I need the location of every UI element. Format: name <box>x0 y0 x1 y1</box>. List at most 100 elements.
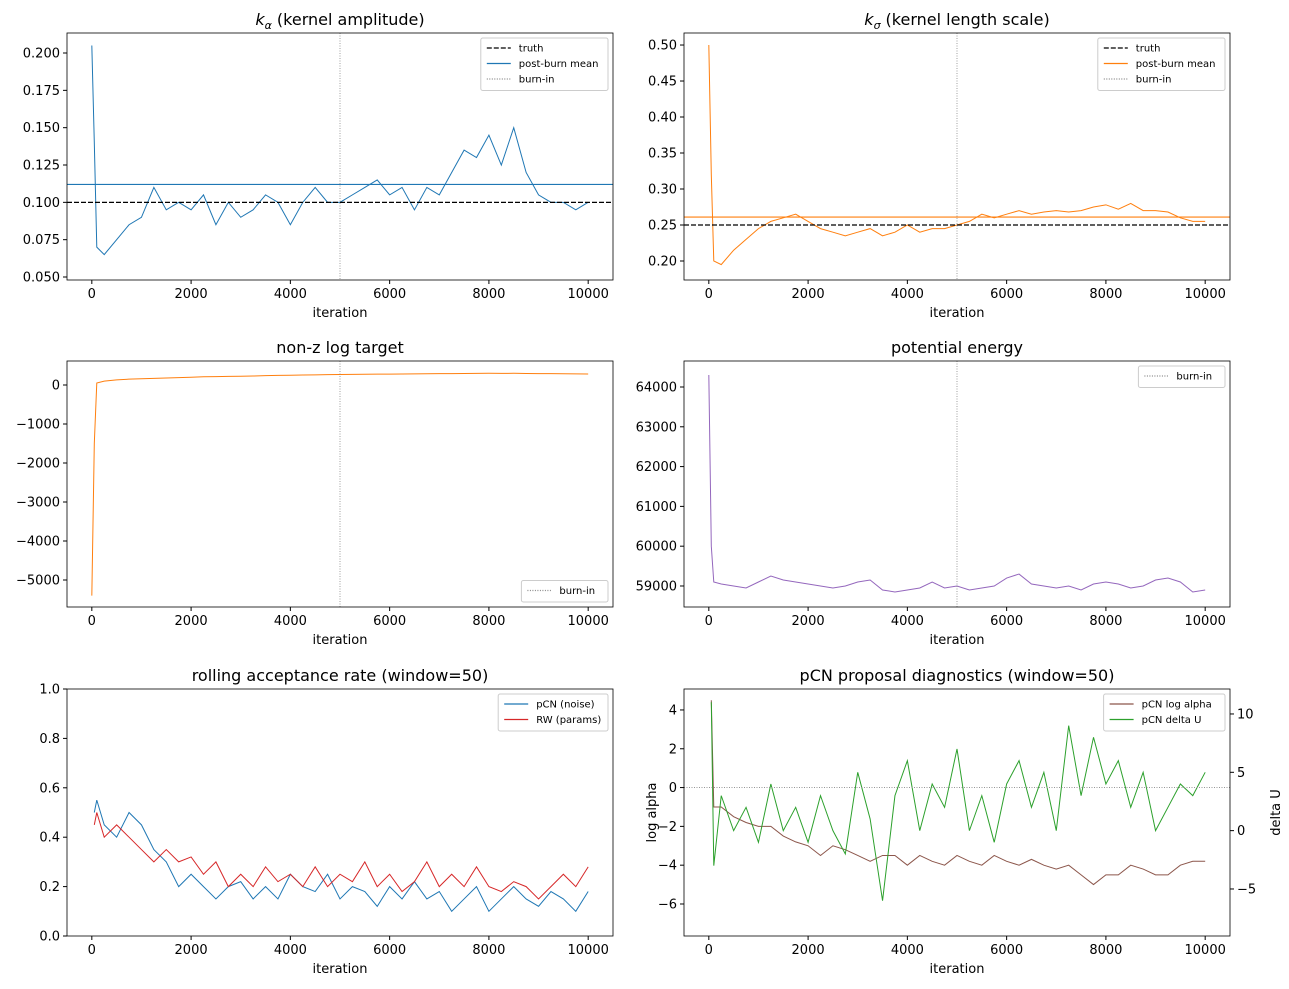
x-tick-label: 2000 <box>175 943 208 958</box>
y-tick-label: 1.0 <box>39 683 60 698</box>
y-tick-label: −2 <box>658 820 677 835</box>
subplot-title: kα (kernel amplitude) <box>255 10 424 32</box>
trace-line <box>93 800 589 913</box>
y2-tick-label: 5 <box>1237 766 1245 781</box>
legend-label: burn-in <box>519 75 555 86</box>
y-tick-label: −2000 <box>16 456 60 471</box>
trace-line <box>710 700 1206 886</box>
x-tick-label: 2000 <box>175 287 208 302</box>
legend-label: pCN delta U <box>1142 715 1202 726</box>
axes-frame <box>66 360 614 608</box>
subplot-title: non-z log target <box>276 338 403 357</box>
y-tick-label: 0.35 <box>648 147 677 162</box>
subplot: kα (kernel amplitude) 0 2000 4000 6000 8000 100… <box>23 10 614 321</box>
plot-area <box>708 361 1206 607</box>
legend-box <box>520 580 609 603</box>
x-tick-label: 4000 <box>274 943 307 958</box>
x-axis-label: iteration <box>313 306 368 321</box>
x-tick-label: 10000 <box>1185 614 1226 629</box>
trace-line <box>708 45 1206 266</box>
x-tick-label: 2000 <box>175 614 208 629</box>
y-tick-label: 0.45 <box>648 75 677 90</box>
legend-label: burn-in <box>1136 75 1172 86</box>
plot-area <box>684 700 1230 901</box>
x-tick-label: 6000 <box>990 287 1023 302</box>
y-tick-label: −3000 <box>16 496 60 511</box>
legend-box <box>1137 365 1226 388</box>
x-tick-label: 8000 <box>1089 287 1122 302</box>
plot-area <box>93 800 589 913</box>
x-tick-label: 4000 <box>274 287 307 302</box>
x-tick-label: 0 <box>88 287 96 302</box>
legend-label: RW (params) <box>536 715 601 726</box>
axes-frame <box>66 688 614 937</box>
y-tick-label: −4 <box>658 859 677 874</box>
x-tick-label: 6000 <box>373 287 406 302</box>
plot-area <box>67 33 613 280</box>
legend-box <box>497 693 609 732</box>
subplot-title: kσ (kernel length scale) <box>864 10 1049 32</box>
legend-label: pCN (noise) <box>536 700 594 711</box>
trace-line <box>91 372 589 596</box>
subplot-title: pCN proposal diagnostics (window=50) <box>800 666 1115 685</box>
y-tick-label: −5000 <box>16 574 60 589</box>
x-tick-label: 0 <box>705 614 713 629</box>
y-tick-label: 0.100 <box>23 196 60 211</box>
trace-line <box>710 702 1206 901</box>
y-tick-label: 0 <box>669 781 677 796</box>
y-tick-label: −1000 <box>16 417 60 432</box>
x-tick-label: 0 <box>88 614 96 629</box>
legend: pCN (noise) RW (params) <box>497 693 609 732</box>
x-tick-label: 8000 <box>472 614 505 629</box>
y-tick-label: 4 <box>669 703 677 718</box>
y-tick-label: 60000 <box>636 540 677 555</box>
y-tick-label: 0.25 <box>648 218 677 233</box>
y-tick-label: −4000 <box>16 535 60 550</box>
y-tick-label: 0.30 <box>648 183 677 198</box>
y-tick-label: 61000 <box>636 500 677 515</box>
plot-area <box>684 33 1230 280</box>
legend-label: post-burn mean <box>519 59 599 70</box>
y-tick-label: 0.6 <box>39 781 60 796</box>
axes-frame <box>683 688 1231 937</box>
plot-area <box>91 361 589 607</box>
x-axis-label: iteration <box>930 633 985 648</box>
x-tick-label: 10000 <box>568 943 609 958</box>
x-tick-label: 4000 <box>891 287 924 302</box>
x-tick-label: 4000 <box>274 614 307 629</box>
y2-tick-label: 10 <box>1237 707 1254 722</box>
title-rest: (kernel amplitude) <box>277 10 425 29</box>
y-tick-label: 0.50 <box>648 39 677 54</box>
axes-frame <box>66 32 614 281</box>
y-tick-label: 0.050 <box>23 271 60 286</box>
x-tick-label: 4000 <box>891 614 924 629</box>
y-tick-label: 2 <box>669 742 677 757</box>
y-tick-label: 63000 <box>636 420 677 435</box>
y2-tick-label: 0 <box>1237 824 1245 839</box>
x-tick-label: 6000 <box>373 614 406 629</box>
subplot-title: rolling acceptance rate (window=50) <box>192 666 489 685</box>
y-tick-label: 0.175 <box>23 84 60 99</box>
title-symbol: k <box>864 10 874 29</box>
x-tick-label: 0 <box>88 943 96 958</box>
legend-label: pCN log alpha <box>1142 700 1212 711</box>
x-tick-label: 6000 <box>990 614 1023 629</box>
legend: truth post-burn mean burn-in <box>1097 37 1226 91</box>
y-tick-label: 0.40 <box>648 111 677 126</box>
legend-label: burn-in <box>559 586 595 597</box>
subplot: pCN proposal diagnostics (window=50) 0 2 0 0… <box>645 666 1284 977</box>
legend-box <box>480 37 609 91</box>
x-tick-label: 10000 <box>1185 287 1226 302</box>
legend-box <box>1103 693 1226 732</box>
trace-line <box>708 375 1206 593</box>
x-tick-label: 0 <box>705 287 713 302</box>
x-tick-label: 8000 <box>472 287 505 302</box>
y-tick-label: 0.125 <box>23 159 60 174</box>
x-tick-label: 10000 <box>1185 943 1226 958</box>
x-tick-label: 2000 <box>792 614 825 629</box>
title-subscript: α <box>265 19 273 32</box>
x-axis-label: iteration <box>313 633 368 648</box>
x-tick-label: 0 <box>705 943 713 958</box>
y2-tick-label: −5 <box>1237 882 1256 897</box>
